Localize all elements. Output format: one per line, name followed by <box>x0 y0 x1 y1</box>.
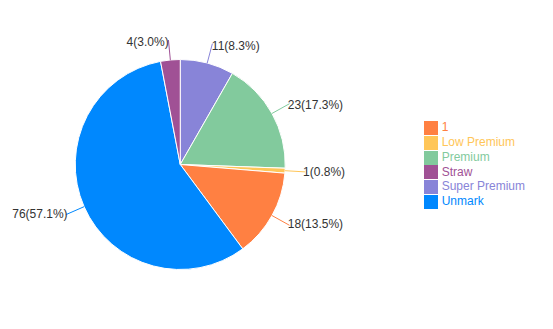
html-text:1: 1 <box>441 120 449 134</box>
html-text:Low Premium: Low Premium <box>441 134 515 149</box>
html-text:Unmark: Unmark <box>441 194 484 209</box>
svg-text:23(17.3%): 23(17.3%) <box>288 98 343 112</box>
html-text:Straw: Straw <box>441 164 473 179</box>
html-text:Premium: Premium <box>441 149 490 164</box>
svg-text:4(3.0%): 4(3.0%) <box>127 35 169 49</box>
svg-text:76(57.1%): 76(57.1%) <box>12 207 67 221</box>
svg-text:11(8.3%): 11(8.3%) <box>212 39 260 53</box>
html-text:Super Premium: Super Premium <box>441 179 525 194</box>
svg-text:1(0.8%): 1(0.8%) <box>303 165 345 179</box>
svg-text:18(13.5%): 18(13.5%) <box>288 217 343 231</box>
